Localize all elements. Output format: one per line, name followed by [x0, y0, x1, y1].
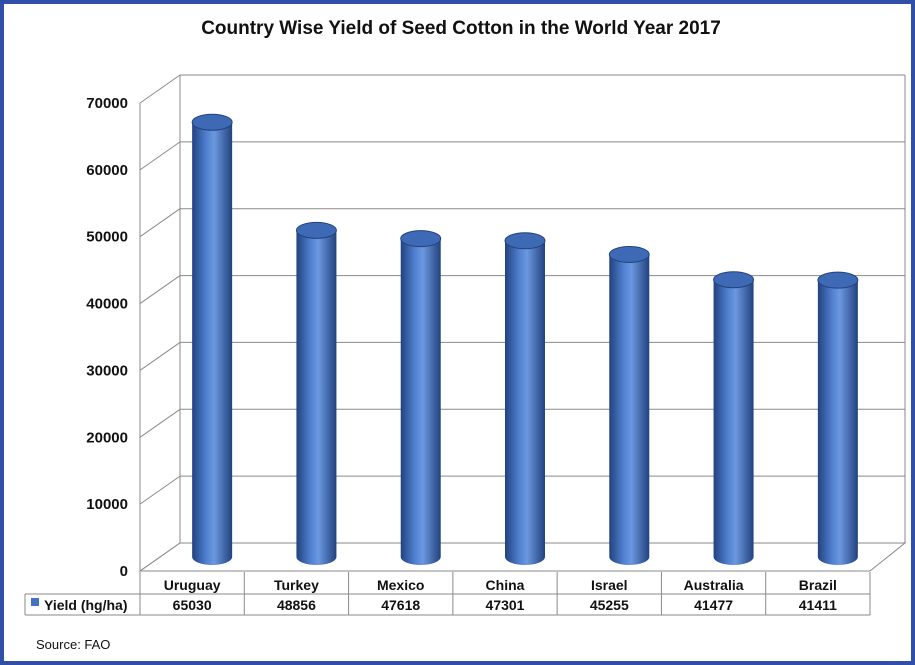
bar-body [505, 240, 545, 565]
x-category-label: China [486, 577, 525, 593]
bar-china [504, 232, 546, 565]
legend-swatch [31, 598, 39, 606]
gridline-diagonal [139, 74, 181, 104]
y-tick-label: 0 [120, 563, 128, 580]
bar-top [295, 221, 337, 239]
bar-mexico [400, 230, 442, 566]
data-table-value: 47618 [381, 597, 420, 613]
gridline-diagonal [139, 475, 181, 505]
bar-top [713, 271, 755, 289]
y-axis-ticks: 0 10000 20000 30000 40000 50000 60000 70000 [86, 95, 128, 580]
gridline-diagonal [139, 542, 181, 572]
data-table-value: 45255 [590, 597, 629, 613]
y-tick-label: 50000 [86, 229, 128, 246]
bar-israel [608, 245, 650, 566]
bar-body [609, 254, 650, 566]
x-category-label: Turkey [274, 577, 319, 593]
x-category-label: Uruguay [164, 577, 221, 593]
bar-top [400, 230, 442, 248]
data-table-value: 47301 [486, 597, 525, 613]
bar-top [608, 245, 650, 263]
x-category-label: Mexico [377, 577, 424, 593]
chart-title: Country Wise Yield of Seed Cotton in the… [201, 18, 721, 39]
legend-series-name: Yield (hg/ha) [44, 597, 127, 613]
data-table-value: 41477 [694, 597, 733, 613]
data-table: Uruguay 65030 Turkey 48856 Mexico 47618 China 4… [24, 572, 871, 616]
bar-brazil [817, 271, 859, 565]
bar-body [192, 122, 233, 565]
gridline-diagonal [139, 275, 181, 304]
bar-body [713, 279, 754, 565]
bar-australia [713, 271, 755, 565]
bar-top [504, 232, 546, 250]
data-table-value: 48856 [277, 597, 316, 613]
bar-body [817, 280, 858, 565]
gridline-diagonal [139, 342, 181, 371]
bar-layer [191, 113, 859, 566]
y-tick-label: 60000 [86, 162, 128, 179]
y-tick-label: 10000 [86, 496, 128, 513]
bar-body [400, 238, 441, 566]
x-category-label: Australia [684, 577, 744, 593]
bar-top [817, 271, 859, 289]
x-category-label: Brazil [799, 577, 837, 593]
bar-uruguay [191, 113, 233, 565]
bar-top [191, 113, 233, 131]
y-tick-label: 70000 [86, 95, 128, 112]
y-tick-label: 20000 [86, 429, 128, 446]
gridline-diagonal [139, 408, 181, 438]
gridline-diagonal [139, 208, 181, 238]
source-note: Source: FAO [36, 637, 110, 652]
x-category-label: Israel [591, 577, 628, 593]
y-tick-label: 30000 [86, 362, 128, 379]
data-table-value: 65030 [173, 597, 212, 613]
y-tick-label: 40000 [86, 296, 128, 313]
gridline-diagonal [139, 141, 181, 171]
data-table-value: 41411 [799, 597, 837, 613]
bar-body [296, 230, 337, 566]
bar-turkey [295, 221, 337, 566]
